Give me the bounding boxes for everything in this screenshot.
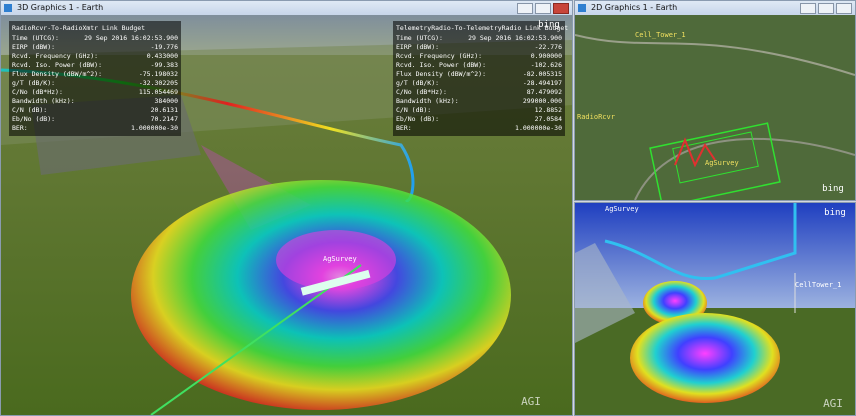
row-label: EIRP (dBW): xyxy=(12,43,55,51)
row-value: 384000 xyxy=(155,97,179,105)
row-value: 1.000000e-30 xyxy=(131,124,178,132)
agi-logo: AGI xyxy=(823,397,843,410)
row-label: Rcvd. Frequency (GHz): xyxy=(12,52,98,60)
close-button[interactable] xyxy=(553,3,569,14)
row-value: 29 Sep 2016 16:02:53.900 xyxy=(468,34,562,42)
title-bar: 3D Graphics 1 - Earth xyxy=(1,1,572,15)
row-label: Flux Density (dBW/m^2): xyxy=(396,70,486,78)
row-label: C/N (dB): xyxy=(12,106,47,114)
row-value: 115.054469 xyxy=(139,88,178,96)
row-label: Time (UTCG): xyxy=(12,34,59,42)
link-budget-panel xyxy=(393,21,565,136)
row-label: g/T (dB/K): xyxy=(12,79,55,87)
row-label: Eb/No (dB): xyxy=(396,115,439,123)
row-value: 299000.000 xyxy=(523,97,562,105)
maximize-button[interactable] xyxy=(535,3,551,14)
row-label: EIRP (dBW): xyxy=(396,43,439,51)
row-label: Rcvd. Iso. Power (dBW): xyxy=(396,61,486,69)
object-label: AgSurvey xyxy=(705,159,739,167)
viewport: Cell_Tower_1 AgSurvey RadioRcvr bing xyxy=(575,15,855,200)
object-label: AgSurvey xyxy=(605,205,639,213)
window-2d: 2D Graphics 1 - Earth Cell_Tower_1 AgSurv… xyxy=(574,0,856,201)
row-label: Time (UTCG): xyxy=(396,34,443,42)
maximize-button[interactable] xyxy=(818,3,834,14)
row-label: Eb/No (dB): xyxy=(12,115,55,123)
row-label: Rcvd. Iso. Power (dBW): xyxy=(12,61,102,69)
bing-logo: bing xyxy=(824,208,846,218)
row-value: -22.776 xyxy=(535,43,562,51)
link-budget-panel xyxy=(9,21,181,136)
object-label: Cell_Tower_1 xyxy=(635,31,686,39)
row-value: 12.8852 xyxy=(535,106,562,114)
row-value: 0.900000 xyxy=(531,52,562,60)
row-label: C/No (dB*Hz): xyxy=(12,88,63,96)
object-label: CellTower_1 xyxy=(795,281,841,289)
row-value: 70.2147 xyxy=(151,115,178,123)
row-value: 0.433000 xyxy=(147,52,178,60)
panel-title: RadioRcvr-To-RadioXmtr Link Budget xyxy=(12,24,145,32)
row-value: -75.198032 xyxy=(139,70,178,78)
object-label: RadioRcvr xyxy=(577,113,615,121)
minimize-button[interactable] xyxy=(800,3,816,14)
row-label: BER: xyxy=(12,124,28,132)
row-value: -32.302205 xyxy=(139,79,178,87)
title-bar: 2D Graphics 1 - Earth xyxy=(575,1,855,15)
window-3d-secondary: AgSurvey CellTower_1 bing AGI xyxy=(574,202,856,416)
bing-logo: bing xyxy=(822,184,844,194)
row-value: -99.383 xyxy=(151,61,178,69)
row-label: Bandwidth (kHz): xyxy=(12,97,75,105)
row-value: 27.0584 xyxy=(535,115,562,123)
window-title: 2D Graphics 1 - Earth xyxy=(591,3,678,12)
row-label: Rcvd. Frequency (GHz): xyxy=(396,52,482,60)
agi-logo: AGI xyxy=(521,395,541,408)
bing-logo: bing xyxy=(538,20,560,30)
row-value: 20.6131 xyxy=(151,106,178,114)
row-label: g/T (dB/K): xyxy=(396,79,439,87)
row-value: 1.000000e-30 xyxy=(515,124,562,132)
row-value: -28.494197 xyxy=(523,79,562,87)
window-3d: 3D Graphics 1 - Earth RadioRcvr-To-Radio… xyxy=(0,0,573,416)
row-label: BER: xyxy=(396,124,412,132)
row-value: -19.776 xyxy=(151,43,178,51)
row-value: -82.005315 xyxy=(523,70,562,78)
viewport: AgSurvey CellTower_1 bing AGI xyxy=(575,203,855,415)
row-label: C/N (dB): xyxy=(396,106,431,114)
row-label: Flux Density (dBW/m^2): xyxy=(12,70,102,78)
row-label: Bandwidth (kHz): xyxy=(396,97,459,105)
close-button[interactable] xyxy=(836,3,852,14)
panel-title: TelemetryRadio-To-TelemetryRadio Link Bu… xyxy=(396,24,568,32)
object-label: AgSurvey xyxy=(323,255,357,263)
row-label: C/No (dB*Hz): xyxy=(396,88,447,96)
row-value: 29 Sep 2016 16:02:53.900 xyxy=(84,34,178,42)
window-title: 3D Graphics 1 - Earth xyxy=(17,3,104,12)
row-value: -102.626 xyxy=(531,61,562,69)
minimize-button[interactable] xyxy=(517,3,533,14)
viewport: RadioRcvr-To-RadioXmtr Link Budget Time (… xyxy=(1,15,572,415)
row-value: 87.479092 xyxy=(527,88,562,96)
